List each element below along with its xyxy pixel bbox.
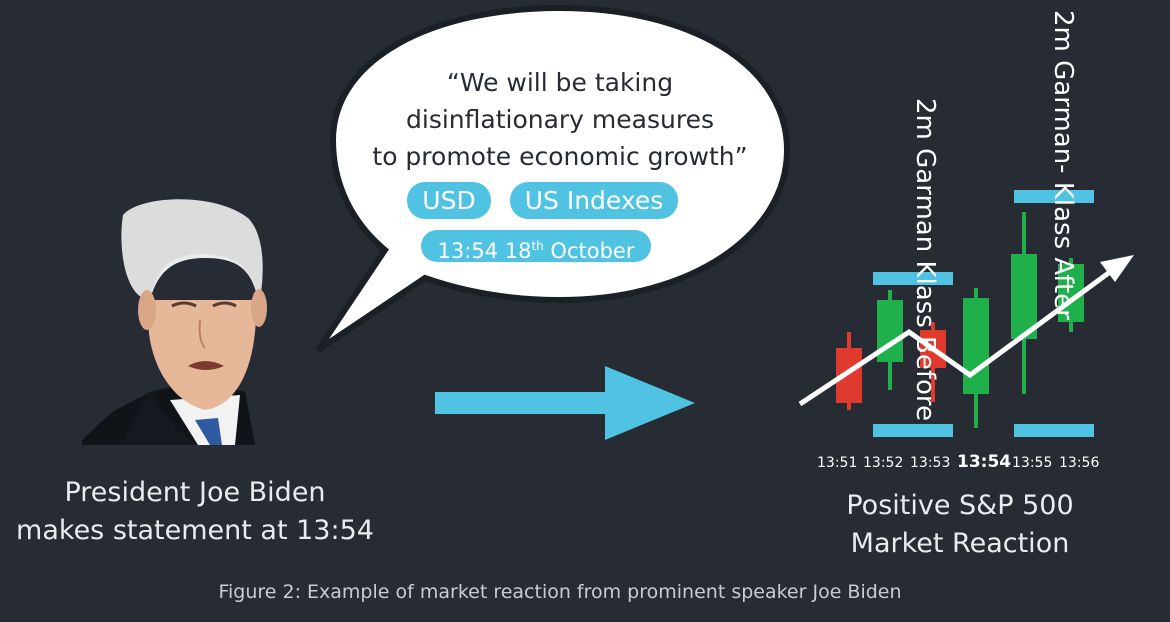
speaker-caption-line: makes statement at 13:54 (16, 515, 374, 546)
after-window-label: 2m Garman- Klass After (1018, 10, 1078, 320)
trend-arrow (798, 255, 1134, 407)
before-window-label: 2m Garman Klass Before (880, 98, 940, 421)
time-label: 13:51 (817, 455, 858, 471)
quote-line: “We will be taking (446, 68, 674, 97)
after-window-label-text: 2m Garman- Klass After (1048, 10, 1078, 320)
after-window-bottom-bar (1014, 424, 1094, 437)
tag-datetime: 13:54 18th October (421, 230, 651, 263)
figure-caption: Figure 2: Example of market reaction fro… (218, 581, 902, 603)
quote-line: disinflationary measures (406, 105, 714, 134)
quote-text: “We will be taking disinflationary measu… (330, 64, 790, 175)
time-label: 13:55 (1012, 455, 1053, 471)
tag-usd: USD (407, 182, 491, 219)
time-label: 13:56 (1059, 455, 1100, 471)
date-time-text: 13:54 18 (437, 239, 532, 263)
flow-arrow (435, 366, 695, 440)
date-month-text: October (543, 239, 635, 263)
reaction-caption: Positive S&P 500 Market Reaction (790, 487, 1130, 563)
time-label: 13:52 (863, 455, 904, 471)
time-label: 13:54 (957, 452, 1012, 472)
speaker-portrait (82, 199, 267, 445)
candle (963, 288, 989, 428)
speaker-caption-line: President Joe Biden (64, 477, 326, 508)
before-window-bottom-bar (873, 424, 953, 437)
candle (1011, 212, 1037, 394)
before-window-top-bar (873, 272, 953, 285)
tag-us-indexes: US Indexes (510, 182, 678, 219)
date-ordinal-suffix: th (531, 239, 544, 253)
before-window-label-text: 2m Garman Klass Before (910, 98, 940, 422)
after-window-top-bar (1014, 190, 1094, 203)
speech-bubble (315, 4, 791, 353)
reaction-caption-line: Market Reaction (850, 528, 1070, 559)
reaction-caption-line: Positive S&P 500 (846, 490, 1074, 521)
speaker-caption: President Joe Biden makes statement at 1… (0, 474, 390, 550)
time-label: 13:53 (910, 455, 951, 471)
quote-line: to promote economic growth” (372, 142, 748, 171)
